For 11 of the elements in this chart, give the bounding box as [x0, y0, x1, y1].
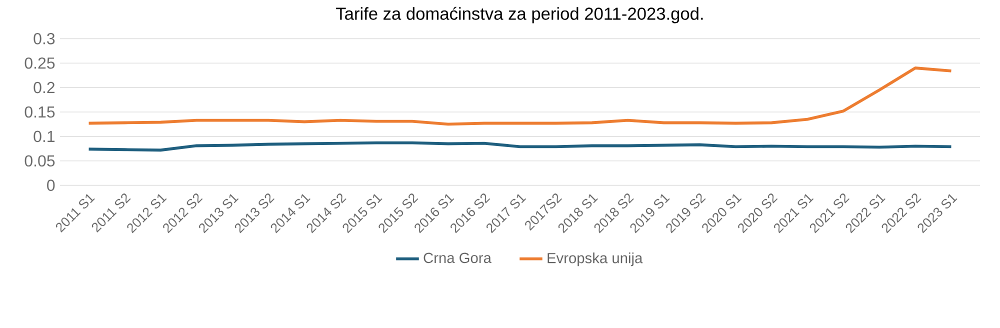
- y-tick-label: 0.3: [34, 33, 55, 44]
- chart-title: Tarife za domaćinstva za period 2011-2023.god.: [336, 6, 703, 24]
- line-series: [87, 141, 953, 152]
- legend-label: Crna Gora: [424, 252, 492, 264]
- y-tick-label: 0.25: [24, 57, 55, 69]
- legend-label: Evropska unija: [548, 252, 643, 266]
- y-tick-label: 0.15: [24, 106, 55, 118]
- y-tick-label: 0.05: [24, 155, 55, 167]
- y-tick-label: 0.2: [34, 82, 55, 94]
- y-tick-label: 0: [47, 180, 55, 191]
- y-tick-label: 0.1: [34, 130, 55, 142]
